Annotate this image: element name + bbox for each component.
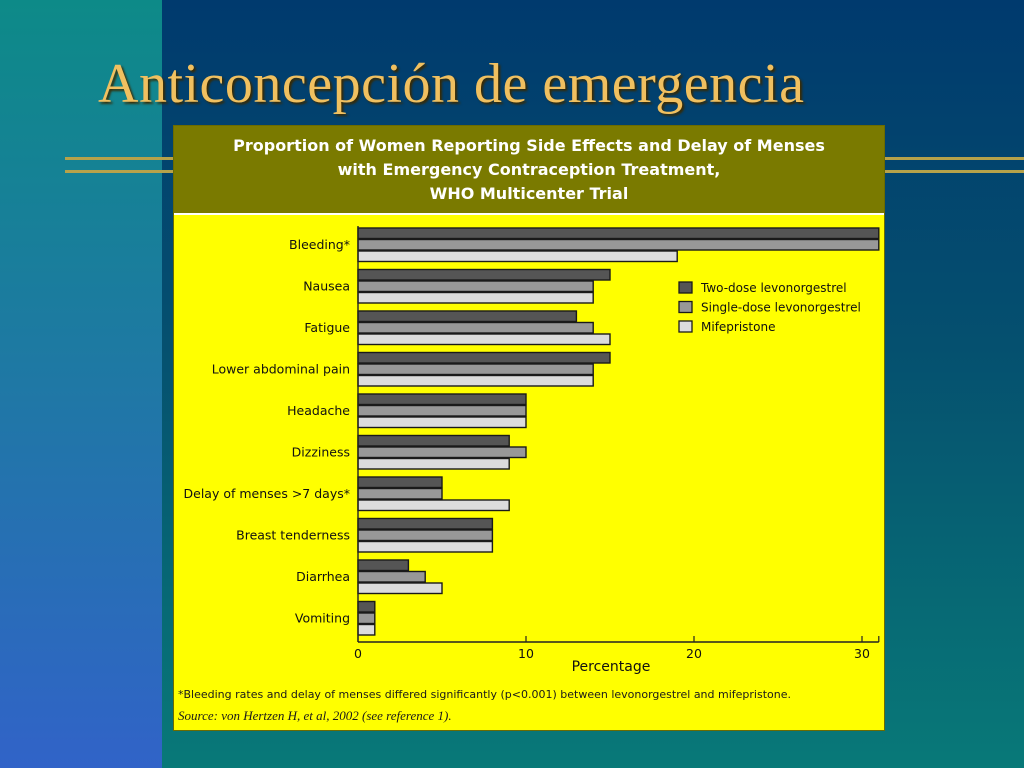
bar-nausea-single-dose-levonorgestrel [357,280,594,293]
legend-label-mifepristone: Mifepristone [701,320,775,334]
bar-fatigue-mifepristone [357,333,611,346]
x-axis-title: Percentage [572,659,651,675]
bar-lower-abdominal-pain-mifepristone [357,374,594,387]
bar-vomiting-single-dose-levonorgestrel [357,612,376,625]
bar-headache-single-dose-levonorgestrel [357,404,527,417]
bar-lower-abdominal-pain-two-dose-levonorgestrel [357,351,611,364]
category-label-nausea: Nausea [303,278,350,293]
bar-fatigue-two-dose-levonorgestrel [357,310,578,323]
bar-diarrhea-mifepristone [357,582,443,595]
chart-title-line-1: Proportion of Women Reporting Side Effec… [233,135,825,155]
bar-breast-tenderness-two-dose-levonorgestrel [357,517,494,530]
legend-label-two-dose-levonorgestrel: Two-dose levonorgestrel [700,281,847,295]
bar-nausea-mifepristone [357,291,594,304]
chart-title-line-3: WHO Multicenter Trial [429,183,629,203]
chart-card: Proportion of Women Reporting Side Effec… [173,125,885,731]
bar-dizziness-two-dose-levonorgestrel [357,434,510,447]
bar-nausea-two-dose-levonorgestrel [357,268,611,281]
chart-title-line-2: with Emergency Contraception Treatment, [337,159,721,179]
bar-bleeding-two-dose-levonorgestrel [357,227,880,240]
x-tick-label-30: 30 [854,646,870,661]
bar-delay-of-menses-7-days-single-dose-levonorgestrel [357,487,443,500]
bar-headache-mifepristone [357,416,527,429]
bar-delay-of-menses-7-days-mifepristone [357,499,510,512]
legend-swatch-mifepristone [678,320,693,333]
legend-swatch-two-dose-levonorgestrel [678,281,693,294]
chart-footnote: *Bleeding rates and delay of menses diff… [178,688,791,701]
bar-dizziness-single-dose-levonorgestrel [357,446,527,459]
category-label-delay-of-menses-7-days: Delay of menses >7 days* [184,486,350,501]
chart-source: Source: von Hertzen H, et al, 2002 (see … [178,708,452,723]
category-label-bleeding: Bleeding* [289,237,350,252]
category-label-dizziness: Dizziness [292,444,350,459]
category-label-lower-abdominal-pain: Lower abdominal pain [212,361,350,376]
left-color-band [0,0,162,768]
bar-fatigue-single-dose-levonorgestrel [357,321,594,334]
legend-label-single-dose-levonorgestrel: Single-dose levonorgestrel [701,301,861,315]
bar-headache-two-dose-levonorgestrel [357,393,527,406]
bar-diarrhea-two-dose-levonorgestrel [357,559,410,572]
bar-delay-of-menses-7-days-two-dose-levonorgestrel [357,476,443,489]
x-tick-label-0: 0 [354,646,362,661]
x-tick-label-10: 10 [518,646,534,661]
bar-breast-tenderness-single-dose-levonorgestrel [357,529,494,542]
bar-bleeding-single-dose-levonorgestrel [357,238,880,251]
bar-diarrhea-single-dose-levonorgestrel [357,570,426,583]
bar-vomiting-mifepristone [357,623,376,636]
x-tick-label-20: 20 [686,646,702,661]
category-label-vomiting: Vomiting [295,610,350,625]
chart-title-block: Proportion of Women Reporting Side Effec… [174,126,884,215]
bar-vomiting-two-dose-levonorgestrel [357,600,376,613]
bar-bleeding-mifepristone [357,250,678,263]
category-label-fatigue: Fatigue [304,320,350,335]
bar-breast-tenderness-mifepristone [357,540,494,553]
legend-swatch-single-dose-levonorgestrel [678,300,693,314]
bar-lower-abdominal-pain-single-dose-levonorgestrel [357,363,594,376]
category-label-diarrhea: Diarrhea [296,569,350,584]
category-label-breast-tenderness: Breast tenderness [236,527,350,542]
slide-title: Anticoncepción de emergencia [98,53,805,115]
category-label-headache: Headache [287,403,350,418]
bar-dizziness-mifepristone [357,457,510,470]
bar-chart: Bleeding* Nausea Fatigue Lower abdominal pa… [184,226,880,675]
